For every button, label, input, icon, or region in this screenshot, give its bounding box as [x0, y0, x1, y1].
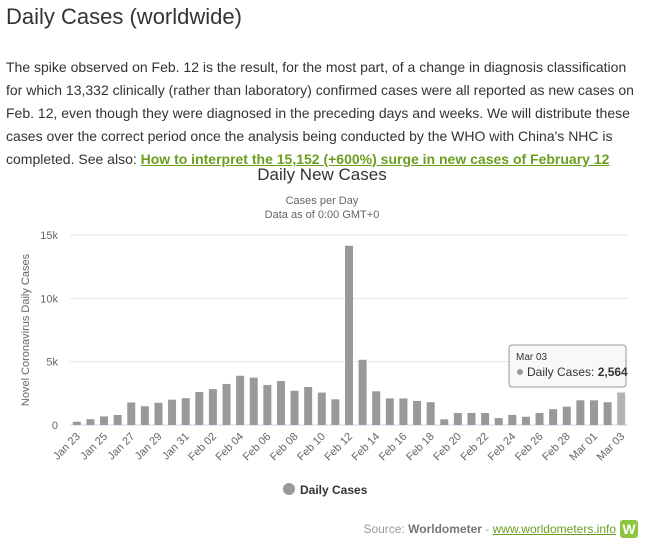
source-credit: Source: Worldometer - www.worldometers.i…	[363, 520, 638, 538]
source-prefix: Source:	[363, 522, 409, 536]
y-tick-label: 0	[52, 420, 58, 432]
surge-article-link[interactable]: How to interpret the 15,152 (+600%) surg…	[140, 151, 610, 167]
bar-mar-01	[589, 400, 598, 425]
bar-feb-20	[453, 412, 462, 425]
page-title: Daily Cases (worldwide)	[6, 4, 242, 29]
legend-label: Daily Cases	[300, 483, 368, 497]
bar-feb-01	[195, 392, 204, 425]
x-tick-label: Feb 28	[540, 431, 573, 464]
bar-feb-21	[467, 412, 476, 425]
legend-item-daily-cases[interactable]: Daily Cases	[283, 483, 368, 497]
svg-text:Daily Cases: 2,564: Daily Cases: 2,564	[527, 365, 628, 379]
bar-feb-05	[249, 377, 258, 425]
y-tick-label: 5k	[46, 357, 58, 369]
bar-feb-03	[222, 383, 231, 425]
bar-feb-18	[426, 402, 435, 425]
y-tick-label: 10k	[40, 293, 58, 305]
x-tick-label: Feb 18	[404, 431, 437, 464]
chart-subtitle: Cases per Day	[286, 195, 359, 207]
bar-feb-04	[236, 375, 245, 425]
worldometers-link[interactable]: www.worldometers.info	[492, 522, 616, 536]
source-name: Worldometer	[408, 522, 482, 536]
x-tick-label: Feb 26	[513, 431, 546, 464]
x-tick-label: Mar 03	[595, 431, 628, 464]
tooltip-marker-icon	[517, 369, 523, 375]
bar-jan-30	[168, 399, 177, 425]
bar-feb-12	[345, 245, 353, 425]
bar-feb-08	[290, 390, 299, 425]
x-tick-label: Feb 04	[214, 431, 247, 464]
bar-feb-22	[481, 412, 490, 425]
bar-jan-31	[181, 398, 190, 425]
x-tick-label: Jan 23	[51, 431, 83, 463]
bar-feb-29	[576, 400, 585, 425]
y-axis-label: Novel Coronavirus Daily Cases	[20, 253, 32, 406]
bar-jan-23	[72, 421, 81, 425]
bar-jan-29	[154, 402, 163, 425]
x-tick-label: Feb 16	[377, 431, 410, 464]
x-tick-label: Feb 12	[322, 431, 355, 464]
x-tick-label: Jan 25	[78, 431, 110, 463]
bar-feb-24	[508, 414, 517, 425]
x-tick-label: Feb 24	[486, 431, 519, 464]
x-tick-label: Mar 01	[567, 431, 600, 464]
bar-feb-28	[562, 406, 571, 425]
paragraph-text: The spike observed on Feb. 12 is the res…	[6, 59, 634, 167]
bar-mar-03	[617, 392, 626, 425]
bar-feb-25	[521, 416, 530, 425]
tooltip-value: 2,564	[598, 365, 628, 379]
bar-feb-11	[331, 399, 340, 425]
bar-feb-13	[358, 359, 367, 425]
x-tick-label: Jan 27	[106, 431, 138, 463]
bar-feb-07	[276, 381, 285, 425]
bar-jan-28	[140, 406, 149, 425]
x-tick-label: Feb 14	[350, 431, 383, 464]
bar-feb-26	[535, 412, 544, 425]
x-tick-label: Feb 20	[431, 431, 464, 464]
explanation-paragraph: The spike observed on Feb. 12 is the res…	[6, 56, 646, 171]
bar-jan-24	[86, 419, 95, 425]
x-tick-label: Feb 08	[268, 431, 301, 464]
bar-feb-06	[263, 384, 272, 425]
bar-feb-09	[304, 387, 313, 425]
bar-feb-15	[385, 398, 394, 425]
daily-new-cases-chart: Daily New Cases Cases per Day Data as of…	[20, 165, 628, 497]
legend-marker-icon	[283, 483, 295, 495]
source-sep: -	[481, 522, 493, 536]
bar-feb-17	[413, 400, 422, 425]
bar-feb-23	[494, 418, 503, 425]
chart-title: Daily New Cases	[257, 165, 386, 184]
bar-feb-19	[440, 419, 449, 425]
bar-mar-02	[603, 402, 612, 425]
bar-feb-14	[372, 391, 381, 425]
bar-jan-27	[127, 402, 136, 425]
tooltip-label: Daily Cases:	[527, 365, 598, 379]
bar-jan-25	[100, 416, 109, 425]
bar-feb-02	[208, 389, 217, 425]
chart-subtitle-date: Data as of 0:00 GMT+0	[265, 209, 380, 221]
x-tick-label: Jan 31	[160, 431, 192, 463]
bar-feb-10	[317, 392, 326, 425]
tooltip-date: Mar 03	[516, 352, 548, 363]
x-tick-label: Jan 29	[133, 431, 165, 463]
bar-feb-16	[399, 398, 408, 425]
y-tick-label: 15k	[40, 230, 58, 242]
bar-jan-26	[113, 414, 122, 425]
x-tick-label: Feb 06	[241, 431, 274, 464]
x-tick-label: Feb 10	[295, 431, 328, 464]
bar-feb-27	[549, 409, 558, 425]
tooltip: Mar 03 Daily Cases: 2,564	[508, 344, 628, 388]
x-tick-label: Feb 02	[186, 431, 219, 464]
worldometer-logo-icon: W	[620, 520, 638, 538]
x-tick-label: Feb 22	[459, 431, 492, 464]
